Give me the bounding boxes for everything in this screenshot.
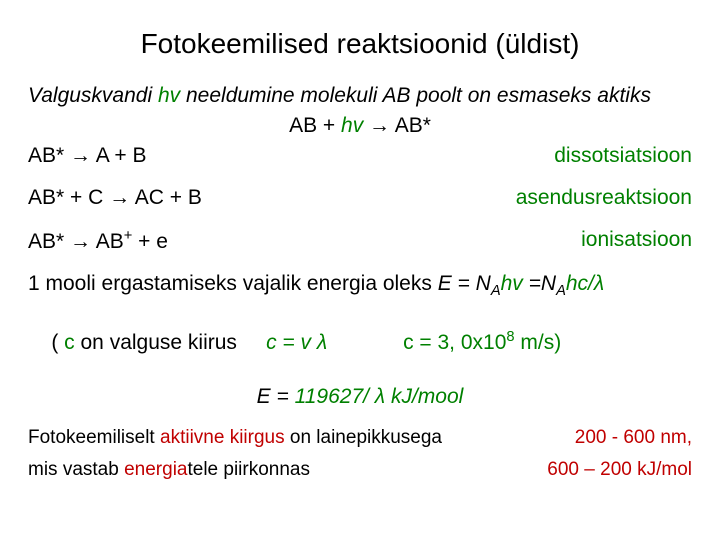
reaction-dissociation: AB* → A + B dissotsiatsioon (28, 144, 692, 168)
slide: Fotokeemilised reaktsioonid (üldist) Val… (0, 0, 720, 540)
e1-eqb: = (523, 272, 541, 295)
energy-line-3: E = 119627/ λ kJ/mool (28, 385, 692, 409)
b1-left: Fotokeemiliselt aktiivne kiirgus on lain… (28, 427, 442, 449)
e1-hc: hc/λ (566, 272, 604, 295)
b1-d: 200 - 600 nm, (575, 427, 692, 449)
e1-eqa: E = (438, 272, 476, 295)
r2-right: asendusreaktsioon (516, 186, 692, 210)
bottom-line-2: mis vastab energiatele piirkonnas 600 – … (28, 459, 692, 481)
r3-plus: + (124, 228, 133, 244)
b1-c: on lainepikkusega (285, 427, 442, 448)
exc-b: → AB* (363, 114, 431, 137)
r1-right: dissotsiatsioon (554, 144, 692, 168)
r2-left: AB* + C → AC + B (28, 186, 202, 210)
e2-a: on valguse kiirus (75, 331, 266, 354)
e2-paren: ( (51, 331, 64, 354)
e1-hv: hv (501, 272, 523, 295)
b2-a: mis vastab (28, 459, 124, 480)
exc-hv: hv (341, 114, 363, 137)
r3-lb: + e (132, 230, 168, 253)
bottom-line-1: Fotokeemiliselt aktiivne kiirgus on lain… (28, 427, 692, 449)
b2-c: tele piirkonnas (187, 459, 310, 480)
exc-a: AB + (289, 114, 341, 137)
r3-left: AB* → AB+ + e (28, 228, 168, 254)
intro-b: neeldumine molekuli AB poolt on esmaseks… (180, 84, 651, 107)
b1-b: aktiivne kiirgus (160, 427, 285, 448)
b2-left: mis vastab energiatele piirkonnas (28, 459, 310, 481)
e1-a: 1 mooli ergastamiseks vajalik energia ol… (28, 272, 438, 295)
slide-title: Fotokeemilised reaktsioonid (üldist) (28, 28, 692, 60)
e2-eq2a: c = 3, 0x10 (403, 331, 506, 354)
e1-A1: A (491, 283, 501, 299)
intro-line: Valguskvandi hv neeldumine molekuli AB p… (28, 84, 692, 108)
reaction-substitution: AB* + C → AC + B asendusreaktsioon (28, 186, 692, 210)
r1-left: AB* → A + B (28, 144, 146, 168)
excitation-line: AB + hv → AB* (28, 114, 692, 138)
e1-N1: N (476, 272, 491, 295)
e2-eq2b: m/s) (515, 331, 562, 354)
r3-la: AB* → AB (28, 230, 124, 253)
e2-eq2sup: 8 (506, 329, 514, 345)
intro-a: Valguskvandi (28, 84, 158, 107)
reaction-ionisation: AB* → AB+ + e ionisatsioon (28, 228, 692, 254)
b2-d: 600 – 200 kJ/mol (547, 459, 692, 481)
e2-c1: c (64, 331, 75, 354)
energy-line-2: ( c on valguse kiirus c = v λ c = 3, 0x1… (28, 305, 692, 379)
r3-right: ionisatsioon (581, 228, 692, 254)
b2-b: energia (124, 459, 187, 480)
energy-line-1: 1 mooli ergastamiseks vajalik energia ol… (28, 272, 692, 299)
e3-a: E = (257, 385, 295, 408)
e1-N2: N (541, 272, 556, 295)
b1-a: Fotokeemiliselt (28, 427, 160, 448)
e2-eq1: c = v λ (266, 331, 327, 354)
e1-A2: A (556, 283, 566, 299)
intro-hv: hv (158, 84, 180, 107)
e2-gap (327, 331, 403, 354)
e3-b: 119627/ λ kJ/mool (295, 385, 464, 408)
